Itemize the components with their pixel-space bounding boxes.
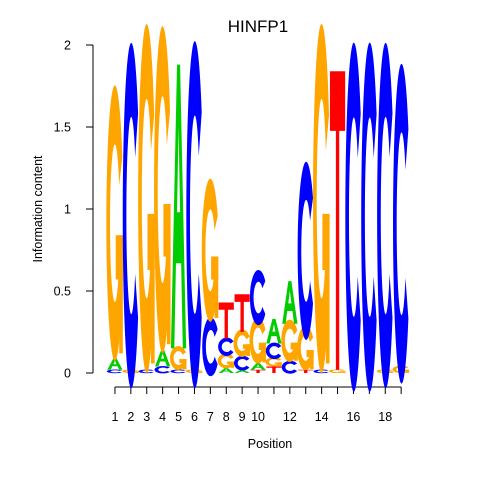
logo-letter-C	[202, 317, 218, 377]
logo-letter-G	[154, 26, 171, 354]
logo-letter-T	[218, 302, 234, 339]
logo-letter-C	[122, 43, 139, 389]
logo-position-12	[281, 281, 298, 374]
logo-letter-A	[266, 318, 282, 344]
logo-letter-C	[265, 342, 282, 360]
logo-position-18	[376, 43, 394, 389]
logo-letter-T	[298, 369, 314, 373]
y-tick-label: 1.5	[54, 121, 71, 135]
logo-position-15	[328, 71, 346, 374]
logo-letter-A	[250, 363, 266, 370]
logo-position-6	[185, 41, 203, 389]
logo-position-17	[361, 42, 377, 392]
logo-position-1	[106, 85, 123, 374]
logo-letter-T	[250, 369, 266, 373]
logo-letter-C	[138, 369, 154, 374]
logo-letter-G	[217, 353, 235, 369]
y-tick-label: 0	[64, 367, 71, 381]
logo-letter-G	[138, 24, 155, 374]
logo-letter-G	[233, 329, 251, 357]
logo-letter-G	[313, 24, 330, 374]
logo-letter-C	[361, 42, 377, 392]
logo-letter-G	[249, 317, 266, 364]
logo-letter-A	[234, 369, 250, 373]
logo-position-19	[392, 64, 410, 384]
logo-letter-C	[377, 43, 393, 389]
logo-letter-C	[249, 270, 266, 326]
logo-letter-C	[186, 41, 202, 389]
x-tick-label: 18	[378, 410, 392, 424]
logo-letter-T	[234, 294, 250, 332]
logo-position-3	[138, 24, 155, 374]
y-tick-label: 1	[64, 203, 71, 217]
logo-letter-stacks	[106, 24, 410, 392]
x-tick-label: 4	[159, 410, 166, 424]
x-tick-label: 3	[143, 410, 150, 424]
x-tick-label: 10	[251, 410, 265, 424]
y-tick-label: 0.5	[54, 285, 71, 299]
x-tick-label: 16	[346, 410, 360, 424]
logo-letter-C	[313, 369, 329, 374]
x-axis-label: Position	[248, 437, 293, 451]
logo-letter-G	[281, 319, 298, 362]
x-tick-label: 12	[283, 410, 297, 424]
chart-title: HINFP1	[228, 17, 288, 36]
logo-letter-T	[329, 71, 346, 370]
logo-position-13	[297, 161, 314, 373]
x-tick-label: 2	[127, 410, 134, 424]
logo-position-8	[217, 302, 235, 373]
logo-letter-T	[266, 366, 282, 373]
logo-position-11	[265, 318, 282, 373]
logo-letter-C	[234, 355, 250, 371]
logo-letter-C	[345, 42, 361, 392]
x-tick-label: 9	[239, 410, 246, 424]
logo-position-4	[154, 26, 171, 374]
logo-position-16	[345, 42, 361, 392]
y-axis-label: Information content	[31, 155, 45, 263]
logo-position-2	[122, 43, 139, 389]
logo-position-9	[233, 294, 251, 373]
logo-letter-C	[218, 337, 234, 356]
y-axis: 0 0.5 1 1.5 2	[54, 39, 94, 381]
logo-position-14	[313, 24, 330, 374]
logo-letter-C	[393, 64, 409, 384]
logo-letter-C	[170, 369, 186, 374]
logo-letter-A	[107, 358, 123, 370]
logo-letter-G	[106, 85, 123, 361]
logo-letter-G	[169, 346, 187, 370]
x-tick-label: 14	[315, 410, 329, 424]
logo-position-7	[201, 178, 219, 377]
x-axis: 1 2 3 4 5 6 7 8 9 10 12 14 16 18	[111, 386, 402, 424]
logo-letter-C	[281, 360, 298, 374]
x-tick-label: 1	[111, 410, 118, 424]
logo-letter-G	[328, 369, 346, 374]
logo-letter-A	[282, 281, 298, 324]
logo-letter-A	[170, 64, 187, 349]
logo-letter-G	[265, 357, 282, 367]
logo-letter-A	[218, 368, 234, 373]
logo-letter-C	[154, 366, 170, 374]
y-tick-label: 2	[64, 39, 71, 53]
logo-letter-G	[201, 178, 219, 322]
logo-position-10	[249, 270, 266, 373]
logo-letter-C	[106, 369, 123, 374]
x-tick-label: 6	[191, 410, 198, 424]
x-tick-label: 8	[223, 410, 230, 424]
logo-letter-A	[155, 350, 171, 367]
logo-letter-C	[297, 161, 313, 340]
logo-position-5	[169, 64, 187, 374]
x-tick-label: 7	[207, 410, 214, 424]
x-tick-label: 5	[175, 410, 182, 424]
